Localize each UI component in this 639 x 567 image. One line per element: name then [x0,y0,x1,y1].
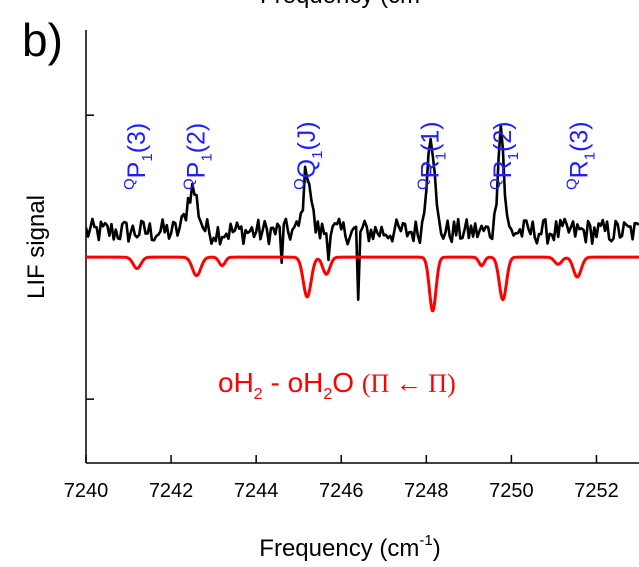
simulation-series-line [86,255,639,313]
peak-label-part: R [489,160,517,178]
x-ticks: 7240 7242 7244 7246 7248 7250 7252 [64,455,619,502]
peak-label-part: (2) [489,121,517,152]
experiment-series-line [86,124,639,301]
peak-label-part: Q [563,178,580,190]
annotation-sub2: 2 [323,386,332,403]
peak-label-part: R [417,160,445,178]
x-axis-title-main: Frequency (cm [259,535,419,562]
x-tick-label: 7244 [234,480,279,502]
annotation-part3: O [332,367,362,398]
annotation-part1: oH [218,367,254,398]
x-tick-label: 7240 [64,480,109,502]
peak-label-part: Q [487,178,504,190]
peak-label-part: (3) [565,121,593,152]
x-axis-title-end: ) [433,535,441,562]
annotation-sub1: 2 [254,386,263,403]
peak-label: QR1(1) [415,121,450,190]
x-tick-label: 7252 [574,480,619,502]
x-axis-title: Frequency (cm-1) [259,532,440,562]
peak-label-part: Q [293,159,321,178]
peak-label: QP1(3) [121,123,156,190]
peak-label-part: 1 [433,152,450,160]
y-axis-title: LIF signal [23,195,50,299]
peak-label-part: P [123,162,151,179]
plot-area: 7240 7242 7244 7246 7248 7250 7252 QP1(3)QP1(2… [64,30,639,502]
peak-label-part: 1 [309,151,326,159]
peak-label-part: Q [181,178,198,190]
peak-label-part: 1 [139,153,156,161]
x-tick-label: 7250 [489,480,534,502]
peak-label: QR1(3) [563,121,598,190]
peak-label-part: Q [121,178,138,190]
peak-label-part: 1 [581,152,598,160]
x-tick-label: 7242 [149,480,194,502]
peak-label: QR1(2) [487,121,522,190]
x-tick-label: 7246 [319,480,364,502]
peak-label-part: Q [415,178,432,190]
peak-label-part: R [565,160,593,178]
peak-label-part: (3) [123,123,151,154]
peak-label: QQ1(J) [291,121,326,190]
x-tick-label: 7248 [404,480,449,502]
peak-labels: QP1(3)QP1(2)QQ1(J)QR1(1)QR1(2)QR1(3) [121,121,598,190]
peak-label-part: 1 [505,152,522,160]
peak-label-part: P [183,162,211,179]
x-axis-title-sup: -1 [419,532,432,549]
panel-label: b) [22,14,63,66]
peak-label-part: Q [291,178,308,190]
annotation-greek: (Π ← Π) [362,369,456,398]
top-clipped-label: Frequency (cm [260,0,420,9]
simulation-annotation: oH2 - oH2O (Π ← Π) [218,367,456,403]
annotation-part2: - oH [263,367,324,398]
peak-label: QP1(2) [181,123,216,190]
peak-label-part: (2) [183,123,211,154]
peak-label-part: (1) [417,121,445,152]
series-layer [86,124,639,313]
peak-label-part: (J) [293,121,321,150]
peak-label-part: 1 [199,153,216,161]
